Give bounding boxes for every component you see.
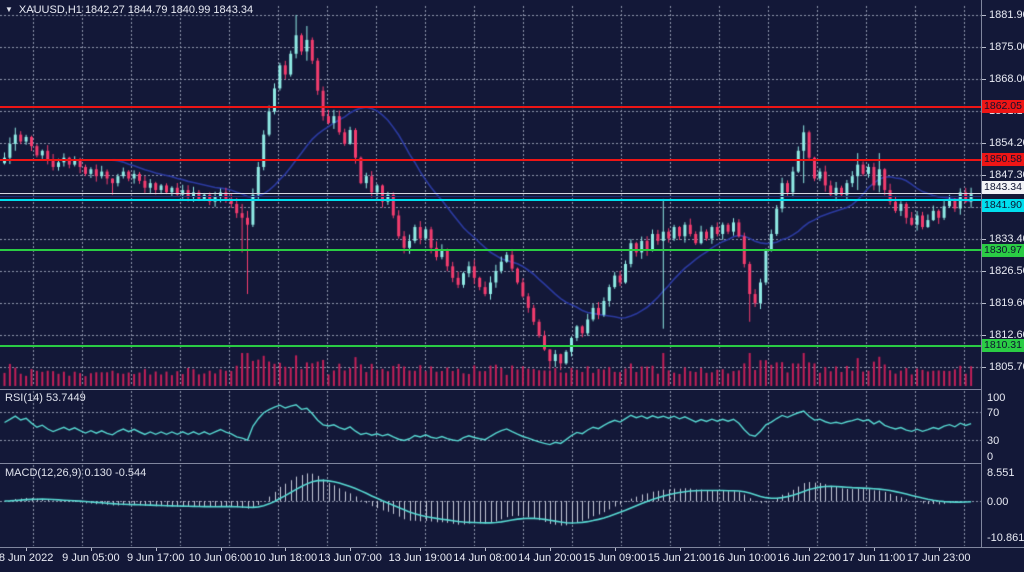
price-level-line[interactable] [0, 192, 981, 194]
time-tick-mark [221, 547, 222, 551]
price-tick-label: 1805.70 [989, 361, 1024, 374]
price-badge: 1862.05 [982, 100, 1024, 114]
price-badge: 1850.58 [982, 153, 1024, 167]
price-tick-mark [981, 239, 986, 240]
price-tick-label: 1854.20 [989, 136, 1024, 149]
time-tick-mark [615, 547, 616, 551]
price-tick-mark [981, 271, 986, 272]
price-badge: 1830.97 [982, 243, 1024, 257]
price-tick-label: 1881.90 [989, 8, 1024, 21]
chart-title: ▼ XAUUSD,H1 1842.27 1844.79 1840.99 1843… [5, 4, 253, 16]
price-level-line[interactable] [0, 344, 981, 347]
time-tick-label: 9 Jun 05:00 [62, 552, 120, 564]
price-tick-label: 1812.60 [989, 329, 1024, 342]
time-tick-label: 16 Jun 10:00 [712, 552, 777, 564]
time-tick-mark [874, 547, 875, 551]
price-tick-label: 1868.00 [989, 73, 1024, 86]
price-tick-mark [981, 143, 986, 144]
time-tick-label: 10 Jun 18:00 [253, 552, 318, 564]
time-tick-label: 15 Jun 21:00 [647, 552, 712, 564]
time-tick-mark [26, 547, 27, 551]
price-tick-label: 1819.60 [989, 296, 1024, 309]
time-tick-mark [156, 547, 157, 551]
macd-scale-label: -10.861 [987, 531, 1024, 544]
time-tick-label: 9 Jun 17:00 [126, 552, 185, 564]
price-level-line[interactable] [0, 196, 981, 198]
rsi-scale-label: 70 [987, 406, 1000, 419]
price-tick-label: 1875.00 [989, 40, 1024, 53]
price-tick-mark [981, 47, 986, 48]
collapse-triangle-icon[interactable]: ▼ [5, 5, 13, 14]
price-tick-label: 1833.40 [989, 233, 1024, 246]
symbol-ohlc-text: XAUUSD,H1 1842.27 1844.79 1840.99 1843.3… [18, 4, 254, 16]
price-badge: 1841.90 [982, 199, 1024, 213]
time-tick-label: 14 Jun 08:00 [453, 552, 517, 564]
price-tick-mark [981, 335, 986, 336]
time-tick-mark [350, 547, 351, 551]
time-tick-mark [91, 547, 92, 551]
price-tick-mark [981, 15, 986, 16]
price-badge: 1810.31 [982, 339, 1024, 353]
price-level-line[interactable] [0, 105, 981, 108]
macd-panel-separator[interactable] [0, 463, 981, 464]
time-tick-label: 17 Jun 23:00 [906, 552, 971, 564]
price-tick-mark [981, 303, 986, 304]
rsi-scale-label: 100 [987, 392, 1006, 404]
macd-scale-label: 0.00 [987, 495, 1009, 508]
rsi-panel-separator[interactable] [0, 389, 981, 390]
time-tick-label: 13 Jun 19:00 [388, 552, 453, 564]
price-tick-label: 1847.30 [989, 168, 1024, 181]
time-tick-label: 16 Jun 22:00 [777, 552, 841, 564]
time-tick-mark [485, 547, 486, 551]
time-tick-mark [550, 547, 551, 551]
time-tick-label: 8 Jun 2022 [0, 552, 54, 564]
rsi-indicator-label: RSI(14) 53.7449 [5, 392, 86, 404]
rsi-scale-label: 30 [987, 434, 1000, 447]
price-tick-mark [981, 175, 986, 176]
price-level-line[interactable] [0, 198, 981, 201]
price-tick-mark [981, 367, 986, 368]
time-tick-mark [939, 547, 940, 551]
time-tick-mark [680, 547, 681, 551]
time-tick-mark [744, 547, 745, 551]
time-tick-mark [285, 547, 286, 551]
price-tick-mark [981, 79, 986, 80]
price-level-line[interactable] [0, 158, 981, 161]
time-tick-mark [420, 547, 421, 551]
macd-scale-label: 8.551 [987, 467, 1015, 479]
price-tick-label: 1826.50 [989, 264, 1024, 277]
price-axis-line[interactable] [981, 0, 982, 548]
macd-indicator-label: MACD(12,26,9) 0.130 -0.544 [5, 467, 147, 479]
time-tick-label: 13 Jun 07:00 [318, 552, 382, 564]
price-level-line[interactable] [0, 249, 981, 252]
time-axis-line[interactable] [0, 547, 1024, 548]
rsi-scale-label: 0 [987, 451, 994, 463]
price-badge: 1843.34 [982, 180, 1024, 194]
time-tick-mark [809, 547, 810, 551]
time-tick-label: 14 Jun 20:00 [518, 552, 582, 564]
time-tick-label: 15 Jun 09:00 [582, 552, 647, 564]
time-tick-label: 17 Jun 11:00 [842, 552, 906, 564]
time-tick-label: 10 Jun 06:00 [188, 552, 253, 564]
